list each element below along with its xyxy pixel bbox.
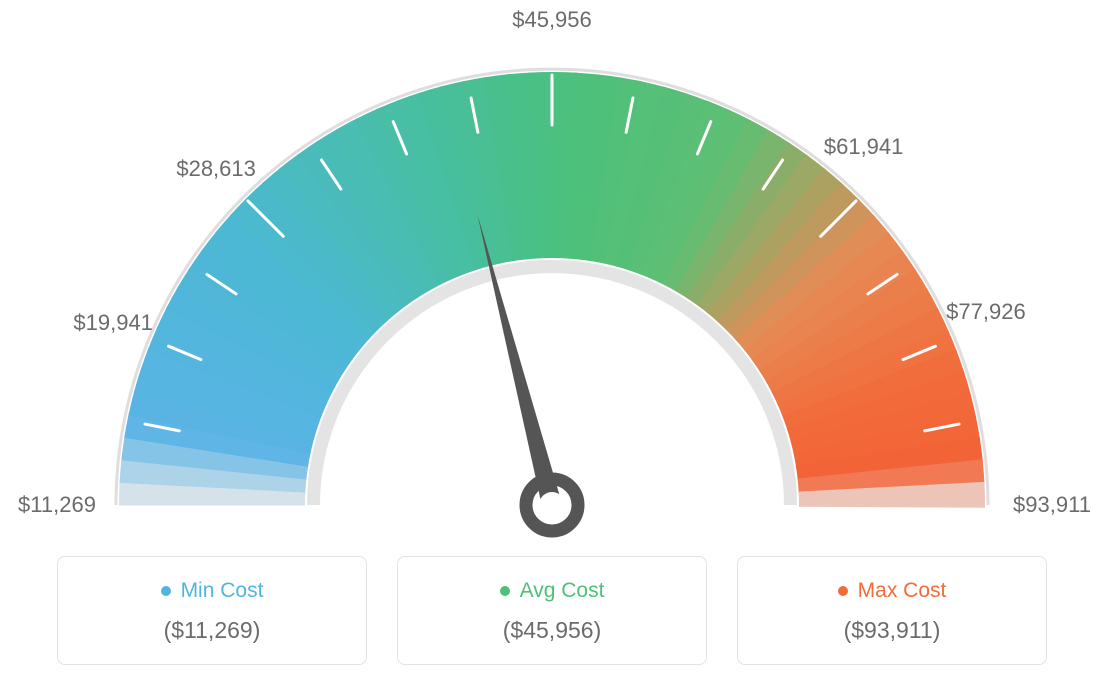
legend-title-max: Max Cost <box>838 579 947 603</box>
legend-value-max: ($93,911) <box>748 617 1036 644</box>
gauge-scale-label: $28,613 <box>176 156 256 182</box>
legend-title-avg: Avg Cost <box>500 579 605 603</box>
legend-label-max: Max Cost <box>858 579 947 603</box>
legend-title-min: Min Cost <box>161 579 264 603</box>
legend-card-avg: Avg Cost ($45,956) <box>397 556 707 665</box>
dot-icon <box>838 586 848 596</box>
legend-card-max: Max Cost ($93,911) <box>737 556 1047 665</box>
gauge-scale-label: $93,911 <box>1013 492 1091 518</box>
gauge-scale-label: $77,926 <box>946 299 1026 325</box>
legend-value-min: ($11,269) <box>68 617 356 644</box>
legend-value-avg: ($45,956) <box>408 617 696 644</box>
legend-label-min: Min Cost <box>181 579 264 603</box>
gauge-scale-label: $11,269 <box>18 492 96 518</box>
gauge-scale-label: $45,956 <box>512 7 592 33</box>
legend-card-min: Min Cost ($11,269) <box>57 556 367 665</box>
dot-icon <box>161 586 171 596</box>
legend-label-avg: Avg Cost <box>520 579 605 603</box>
gauge-chart: $11,269$19,941$28,613$45,956$61,941$77,9… <box>52 20 1052 540</box>
gauge-scale-label: $61,941 <box>824 134 904 160</box>
dot-icon <box>500 586 510 596</box>
gauge-svg <box>52 20 1052 560</box>
gauge-scale-label: $19,941 <box>73 310 153 336</box>
legend-row: Min Cost ($11,269) Avg Cost ($45,956) Ma… <box>57 556 1047 665</box>
